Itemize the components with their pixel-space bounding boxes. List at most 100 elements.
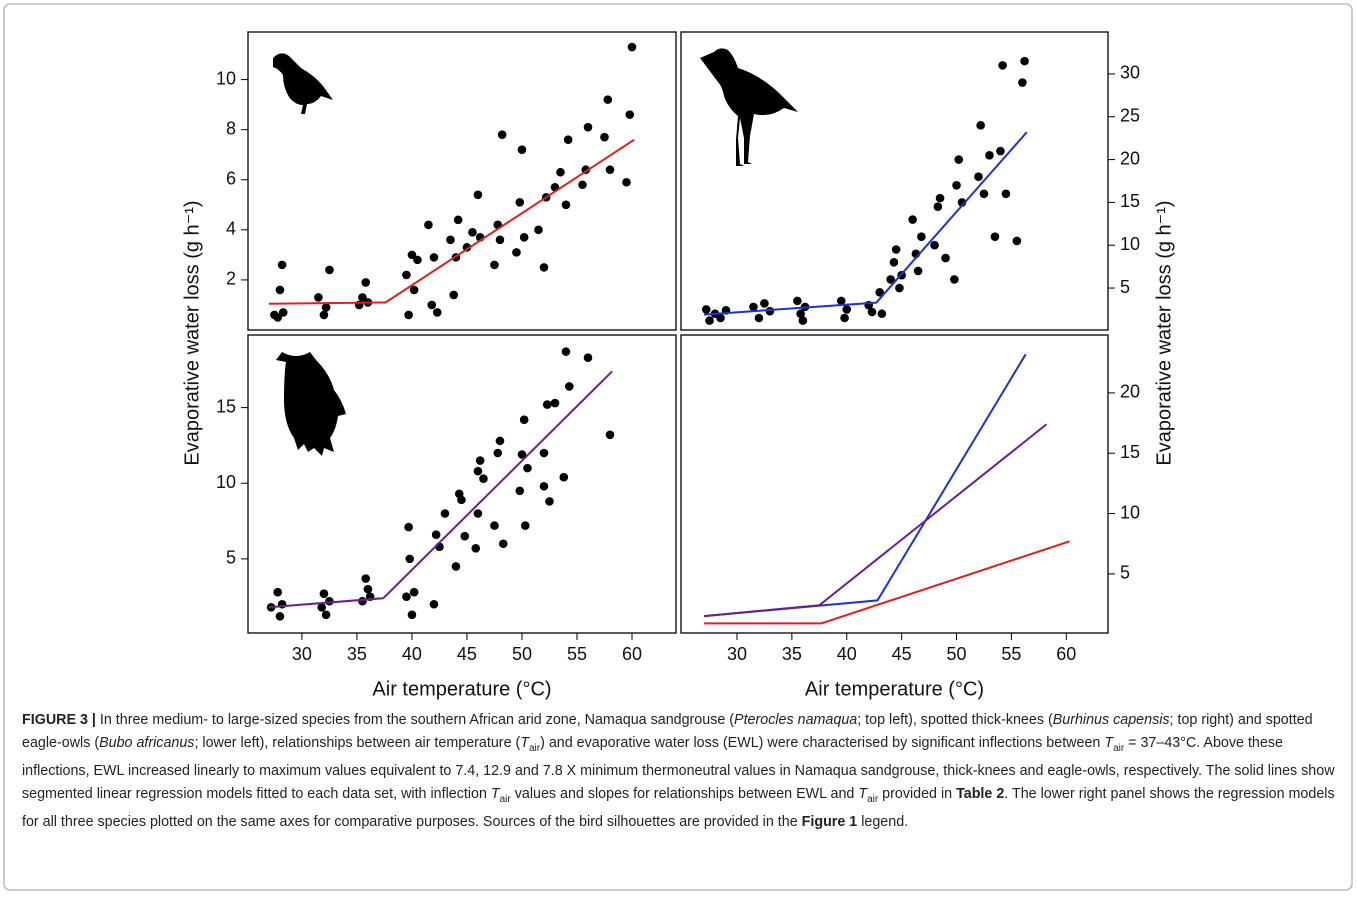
caption-text: ; top left), spotted thick-knees (: [857, 712, 1053, 728]
data-point: [427, 300, 437, 310]
data-point: [836, 296, 846, 306]
caption: FIGURE 3 | In three medium- to large-siz…: [22, 709, 1337, 834]
data-point: [561, 200, 571, 210]
data-point: [473, 190, 483, 200]
data-point: [917, 232, 926, 241]
data-point: [990, 232, 1000, 241]
x-tick-label: 30: [727, 644, 747, 664]
data-point: [314, 293, 323, 302]
plots: 2 4 6 8 10 Evaporative water loss (g h⁻¹) 5 10 1…: [181, 31, 1175, 700]
y-tick-label: 15: [1120, 442, 1140, 462]
eagle-owl-silhouette: [276, 352, 346, 456]
data-point: [941, 253, 950, 263]
data-point: [867, 307, 877, 317]
caption-text: Burhinus capensis: [1052, 712, 1170, 728]
data-point: [495, 436, 505, 446]
data-point: [895, 283, 904, 293]
data-point: [317, 602, 327, 612]
data-point: [432, 308, 442, 317]
data-point: [409, 587, 419, 597]
x-tick-label: 35: [347, 644, 367, 664]
data-point: [413, 255, 422, 265]
caption-text: air: [1113, 742, 1125, 754]
data-point: [512, 248, 521, 257]
data-point: [622, 177, 631, 187]
y-tick-label: 20: [1120, 382, 1140, 402]
y-axis-label: Evaporative water loss (g h⁻¹): [1153, 200, 1175, 465]
data-point: [407, 250, 417, 260]
data-point: [493, 448, 503, 458]
data-point: [273, 587, 283, 597]
data-point: [564, 382, 574, 391]
data-point: [473, 509, 483, 518]
data-point: [933, 202, 943, 211]
y-tick-label: 10: [1120, 502, 1140, 522]
data-point: [701, 305, 711, 314]
data-point: [319, 310, 329, 320]
thick-knee-silhouette: [700, 48, 798, 166]
x-tick-label: 35: [782, 644, 802, 664]
regression-line: [703, 423, 1048, 618]
data-point: [498, 539, 508, 549]
x-tick-label: 30: [292, 644, 312, 664]
caption-label: FIGURE 3 |: [22, 712, 96, 728]
y-tick-label: 6: [226, 168, 236, 188]
caption-text: values and slopes for relationships betw…: [510, 785, 859, 802]
data-point: [515, 486, 525, 496]
data-point: [358, 596, 367, 606]
data-point: [539, 448, 549, 458]
data-point: [913, 266, 923, 276]
data-point: [273, 313, 283, 322]
data-point: [889, 258, 899, 267]
y-axis-label: Evaporative water loss (g h⁻¹): [181, 200, 203, 465]
data-point: [440, 509, 450, 518]
y-tick-label: 5: [226, 548, 236, 568]
data-point: [930, 240, 939, 250]
data-point: [556, 167, 565, 177]
data-point: [519, 415, 529, 425]
data-point: [468, 228, 477, 237]
caption-text: = 37–43°C. Above these inflections, EWL …: [22, 735, 1335, 802]
data-point: [754, 313, 764, 323]
data-point: [471, 543, 481, 553]
data-point: [998, 61, 1007, 70]
data-point: [583, 353, 593, 362]
data-point: [583, 122, 593, 132]
data-point: [603, 95, 613, 104]
data-point: [1018, 78, 1027, 87]
data-point: [954, 155, 964, 164]
data-point: [950, 275, 959, 284]
data-point: [545, 497, 554, 506]
data-point: [563, 135, 573, 144]
x-tick-label: 55: [567, 644, 587, 664]
data-point: [404, 522, 413, 532]
data-point: [275, 285, 285, 295]
regression-line: [703, 353, 1027, 618]
data-point: [475, 456, 485, 465]
x-tick-label: 45: [892, 644, 912, 664]
data-point: [321, 610, 331, 620]
data-point: [561, 347, 571, 356]
data-point: [495, 235, 505, 245]
caption-text: air: [867, 793, 879, 805]
data-point: [796, 309, 805, 319]
data-point: [490, 521, 499, 530]
data-point: [473, 466, 483, 476]
data-point: [760, 299, 769, 308]
data-point: [363, 584, 373, 594]
x-axis-label: Air temperature (°C): [372, 678, 551, 700]
data-point: [875, 288, 884, 297]
sandgrouse-silhouette: [273, 53, 333, 114]
data-point: [277, 260, 287, 270]
data-point: [325, 596, 334, 606]
y-tick-label: 2: [226, 269, 236, 289]
y-tick-label: 10: [1120, 234, 1140, 254]
data-point: [578, 180, 587, 190]
data-point: [539, 481, 549, 491]
regression-line: [704, 540, 1070, 625]
data-point: [321, 303, 331, 312]
x-tick-label: 40: [837, 644, 857, 664]
data-point: [460, 531, 470, 541]
data-point: [798, 316, 808, 325]
